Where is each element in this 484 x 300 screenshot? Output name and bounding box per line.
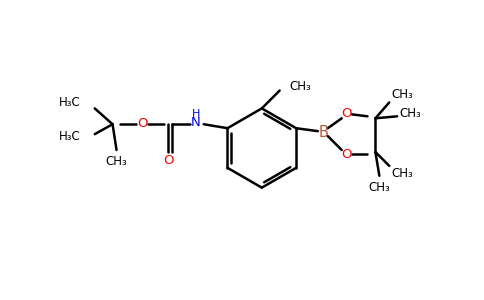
Text: O: O [341,148,352,161]
Text: O: O [341,107,352,120]
Text: CH₃: CH₃ [399,107,421,120]
Text: CH₃: CH₃ [391,167,413,180]
Text: H: H [192,109,200,119]
Text: B: B [319,125,329,140]
Text: CH₃: CH₃ [368,181,390,194]
Text: N: N [191,116,201,129]
Text: CH₃: CH₃ [106,155,127,168]
Text: O: O [163,154,173,167]
Text: CH₃: CH₃ [391,88,413,101]
Text: H₃C: H₃C [59,130,81,142]
Text: O: O [137,117,148,130]
Text: CH₃: CH₃ [289,80,311,93]
Text: H₃C: H₃C [59,96,81,109]
